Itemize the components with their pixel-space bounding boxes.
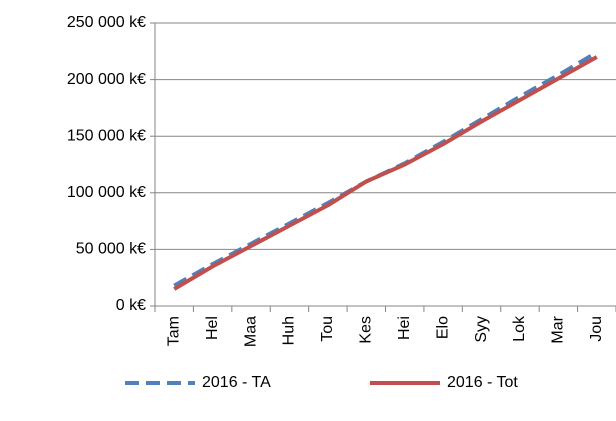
x-tick-label: Jou — [588, 316, 605, 342]
y-tick-label: 100 000 k€ — [67, 184, 146, 201]
y-tick-label: 200 000 k€ — [67, 71, 146, 88]
x-tick-label: Hel — [204, 316, 221, 340]
x-tick-label: Maa — [242, 316, 259, 347]
x-tick-label: Elo — [434, 316, 451, 339]
y-tick-label: 0 k€ — [116, 297, 146, 314]
legend-label: 2016 - TA — [202, 374, 271, 391]
line-series — [173, 55, 598, 291]
x-tick-label: Hei — [396, 316, 413, 340]
legend-label: 2016 - Tot — [447, 374, 518, 391]
x-tick-label: Kes — [358, 316, 375, 344]
x-tick-label: Tou — [319, 316, 336, 342]
y-tick-label: 150 000 k€ — [67, 127, 146, 144]
x-tick-label: Mar — [550, 315, 567, 343]
x-tick-label: Syy — [473, 316, 490, 343]
y-tick-label: 50 000 k€ — [76, 241, 146, 258]
y-tick-label: 250 000 k€ — [67, 14, 146, 31]
line-series — [173, 50, 598, 288]
x-tick-label: Lok — [511, 315, 528, 342]
x-tick-label: Huh — [281, 316, 298, 345]
x-tick-label: Tam — [165, 316, 182, 346]
